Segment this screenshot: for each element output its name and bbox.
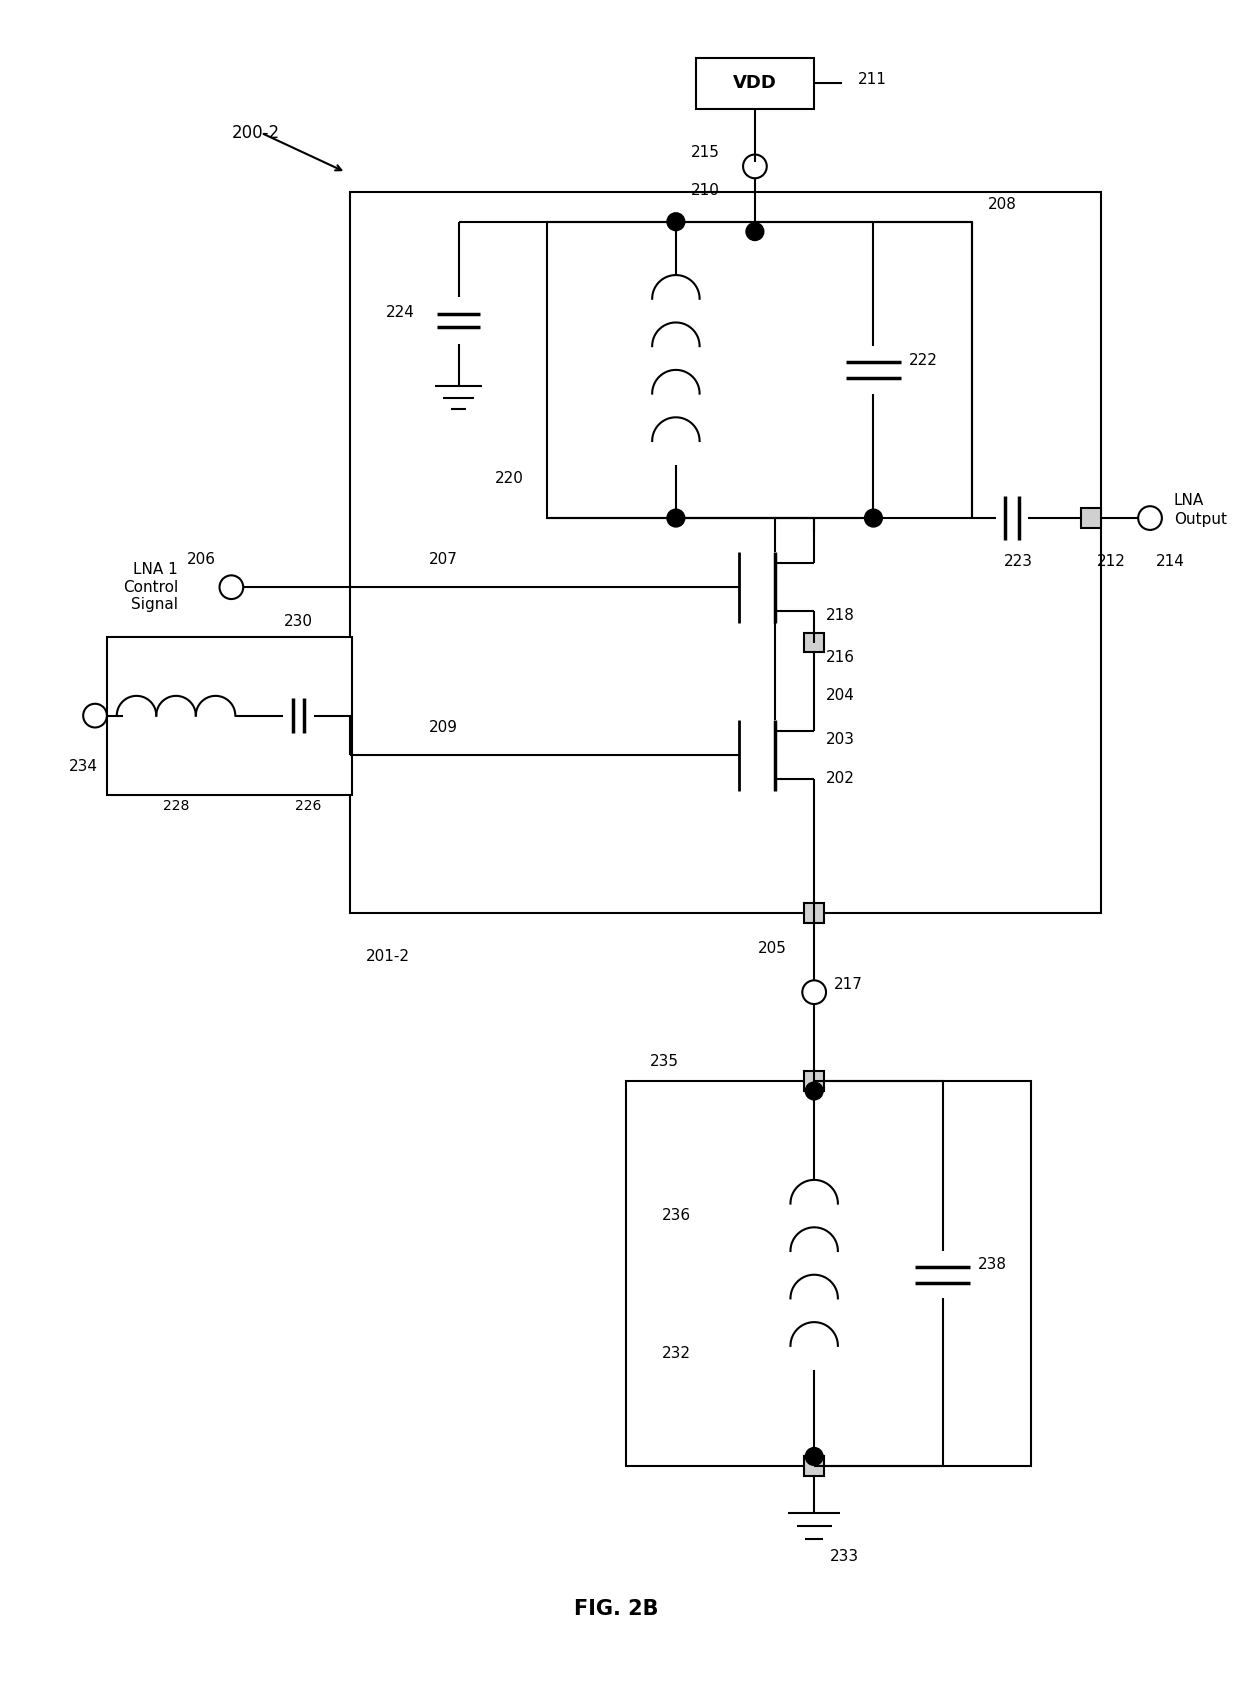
Text: FIG. 2B: FIG. 2B [574,1599,658,1618]
Bar [1081,508,1101,529]
Text: 233: 233 [830,1550,859,1564]
Bar [805,1071,825,1091]
Text: 236: 236 [662,1208,691,1223]
Text: 232: 232 [662,1347,691,1362]
Text: 215: 215 [691,146,719,159]
Text: 211: 211 [858,71,887,86]
Text: 223: 223 [1004,554,1033,569]
Text: 218: 218 [826,608,854,623]
Bar [548,222,972,518]
Bar [107,637,352,794]
Bar [696,58,815,108]
Text: 220: 220 [495,471,523,486]
Text: 224: 224 [386,305,415,320]
Text: 234: 234 [68,759,98,774]
Text: 202: 202 [826,771,854,786]
Text: 217: 217 [835,977,863,991]
Text: 216: 216 [826,650,856,666]
Bar [805,632,825,652]
Text: 212: 212 [1096,554,1126,569]
Text: 206: 206 [186,552,216,567]
Text: 200-2: 200-2 [232,124,279,142]
Text: 222: 222 [909,352,937,368]
Text: 207: 207 [429,552,458,567]
Circle shape [805,1448,823,1465]
Bar [805,1457,825,1475]
Bar [626,1081,1032,1467]
Text: VDD: VDD [733,75,776,93]
Text: 238: 238 [978,1257,1007,1272]
Text: 226: 226 [295,798,321,813]
Text: 210: 210 [691,183,719,198]
Bar [745,212,765,232]
Text: LNA 1
Control
Signal: LNA 1 Control Signal [123,562,179,612]
Text: 204: 204 [826,688,854,703]
Circle shape [667,510,684,527]
Bar [350,191,1101,913]
Text: 201-2: 201-2 [366,949,409,964]
Text: 203: 203 [826,732,856,747]
Circle shape [864,510,883,527]
Text: 230: 230 [284,613,312,628]
Text: LNA
Output: LNA Output [1174,493,1226,527]
Circle shape [746,222,764,241]
Bar [805,903,825,923]
Circle shape [805,1082,823,1099]
Text: 228: 228 [162,798,190,813]
Text: 214: 214 [1156,554,1185,569]
Text: 205: 205 [758,940,786,955]
Text: 235: 235 [650,1054,680,1069]
Text: 209: 209 [429,720,458,735]
Circle shape [667,213,684,230]
Text: 208: 208 [988,197,1017,212]
